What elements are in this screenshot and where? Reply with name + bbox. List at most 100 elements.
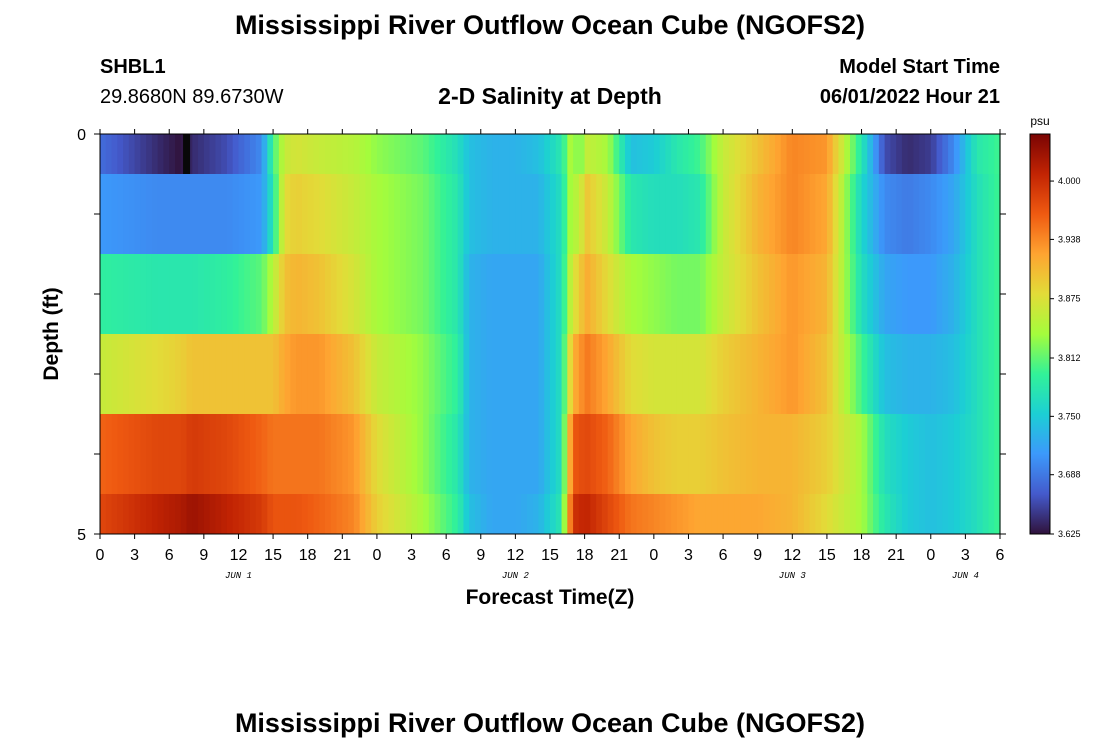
heatmap-cell [878, 494, 886, 535]
heatmap-cell [163, 414, 170, 495]
heatmap-cell [671, 174, 678, 255]
heatmap-cell [913, 494, 920, 535]
heatmap-cell [642, 134, 649, 175]
heatmap-cell [273, 414, 280, 495]
heatmap-cell [250, 334, 257, 415]
heatmap-cell [486, 414, 493, 495]
heatmap-cell [232, 174, 240, 255]
heatmap-cell [469, 494, 476, 535]
heatmap-cell [307, 134, 315, 175]
heatmap-cell [313, 134, 320, 175]
heatmap-cell [532, 494, 540, 535]
heatmap-cell [821, 134, 828, 175]
heatmap-cell [901, 414, 909, 495]
heatmap-cell [440, 414, 447, 495]
heatmap-cell [786, 334, 793, 415]
heatmap-cell [838, 174, 845, 255]
heatmap-cell [751, 334, 759, 415]
heatmap-cell [659, 134, 666, 175]
heatmap-cell [948, 174, 955, 255]
heatmap-cell [521, 134, 528, 175]
heatmap-cell [342, 414, 349, 495]
heatmap-cell [798, 174, 805, 255]
x-tick-label: 3 [407, 547, 416, 564]
heatmap-cell [844, 134, 851, 175]
heatmap-cell [146, 174, 153, 255]
heatmap-cell [336, 174, 343, 255]
heatmap-cell [140, 334, 147, 415]
heatmap-cell [209, 254, 216, 335]
heatmap-cell [988, 414, 995, 495]
heatmap-cell [780, 334, 788, 415]
heatmap-cell [192, 174, 199, 255]
heatmap-cell [965, 174, 972, 255]
heatmap-cell [157, 494, 165, 535]
heatmap-cell [936, 414, 943, 495]
heatmap-cell [307, 334, 315, 415]
heatmap-cell [307, 414, 315, 495]
heatmap-cell [775, 134, 782, 175]
heatmap-cell [757, 134, 765, 175]
heatmap-cell [844, 254, 851, 335]
heatmap-cell [486, 494, 493, 535]
heatmap-cell [930, 494, 938, 535]
heatmap-cell [976, 174, 984, 255]
heatmap-cell [573, 334, 580, 415]
heatmap-cell [659, 254, 666, 335]
heatmap-cell [186, 174, 193, 255]
heatmap-cell [480, 254, 488, 335]
heatmap-cell [844, 414, 851, 495]
heatmap-cell [111, 494, 118, 535]
heatmap-cell [313, 334, 320, 415]
heatmap-cell [417, 334, 424, 415]
x-tick-label: 6 [996, 547, 1005, 564]
heatmap-cell-min [183, 134, 191, 174]
heatmap-cell [665, 334, 672, 415]
heatmap-cell [550, 134, 557, 175]
heatmap-cell [209, 414, 216, 495]
heatmap-cell [486, 254, 493, 335]
heatmap-cell [544, 134, 551, 175]
heatmap-cell [821, 334, 828, 415]
heatmap-cell [480, 134, 488, 175]
heatmap-cell [382, 414, 390, 495]
heatmap-cell [826, 494, 834, 535]
heatmap-cell [123, 494, 130, 535]
heatmap-cell [221, 494, 228, 535]
heatmap-cell [434, 414, 441, 495]
heatmap-cell [642, 494, 649, 535]
heatmap-cell [636, 334, 643, 415]
x-tick-label: 9 [476, 547, 485, 564]
heatmap-cell [965, 254, 972, 335]
heatmap-cell [209, 174, 216, 255]
heatmap-cell [746, 494, 753, 535]
x-tick-label: 18 [576, 547, 594, 564]
heatmap-cell [734, 254, 741, 335]
heatmap-cell [417, 254, 424, 335]
heatmap-cell [959, 414, 966, 495]
heatmap-cell [936, 334, 943, 415]
chart-subtitle: 2-D Salinity at Depth [438, 83, 662, 109]
heatmap-cell [451, 134, 459, 175]
heatmap-cell [301, 254, 309, 335]
heatmap-cell [850, 254, 857, 335]
heatmap-cell [434, 134, 441, 175]
heatmap-cell [700, 334, 707, 415]
heatmap-cell [405, 134, 413, 175]
heatmap-cell [925, 494, 932, 535]
x-tick-label: 3 [684, 547, 693, 564]
heatmap-cell [544, 414, 551, 495]
heatmap-cell [596, 254, 603, 335]
heatmap-cell [688, 134, 695, 175]
heatmap-cell [492, 494, 499, 535]
heatmap-cell [901, 254, 909, 335]
heatmap-cell [521, 334, 528, 415]
heatmap-cell [734, 494, 741, 535]
heatmap-cell [261, 254, 268, 335]
heatmap-cell [578, 334, 586, 415]
heatmap-cell [861, 134, 868, 175]
heatmap-cell [867, 254, 874, 335]
heatmap-cell [648, 494, 655, 535]
heatmap-cell [434, 334, 441, 415]
heatmap-cell [676, 414, 684, 495]
